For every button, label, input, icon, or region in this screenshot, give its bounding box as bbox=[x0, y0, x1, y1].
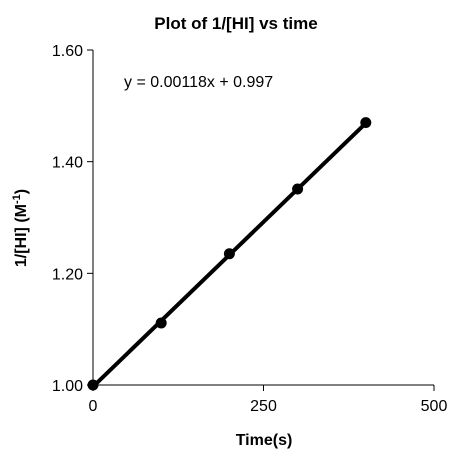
chart-title: Plot of 1/[HI] vs time bbox=[154, 14, 317, 33]
y-axis-label-text: 1/[HI] (M bbox=[13, 204, 30, 267]
y-tick-label: 1.40 bbox=[52, 155, 83, 172]
data-point bbox=[223, 248, 235, 260]
y-axis-label: 1/[HI] (M-1) bbox=[11, 189, 30, 267]
y-tick-label: 1.60 bbox=[52, 43, 83, 60]
y-axis-label-superscript: -1 bbox=[11, 194, 23, 204]
x-tick-label: 250 bbox=[250, 398, 277, 415]
y-tick-label: 1.20 bbox=[52, 266, 83, 283]
trendline-equation: y = 0.00118x + 0.997 bbox=[124, 74, 273, 91]
data-point bbox=[292, 183, 304, 195]
x-tick-label: 0 bbox=[89, 398, 98, 415]
y-tick-label: 1.00 bbox=[52, 378, 83, 395]
data-points bbox=[87, 117, 372, 391]
data-point bbox=[155, 317, 167, 329]
svg-text:1/[HI] (M-1): 1/[HI] (M-1) bbox=[11, 189, 30, 267]
data-point bbox=[87, 379, 99, 391]
y-ticks: 1.00 1.20 1.40 1.60 bbox=[52, 43, 93, 395]
data-point bbox=[360, 117, 372, 129]
x-axis-label: Time(s) bbox=[236, 432, 293, 449]
x-tick-label: 500 bbox=[421, 398, 448, 415]
y-axis-label-suffix: ) bbox=[13, 189, 30, 194]
x-ticks: 0 250 500 bbox=[89, 385, 448, 415]
